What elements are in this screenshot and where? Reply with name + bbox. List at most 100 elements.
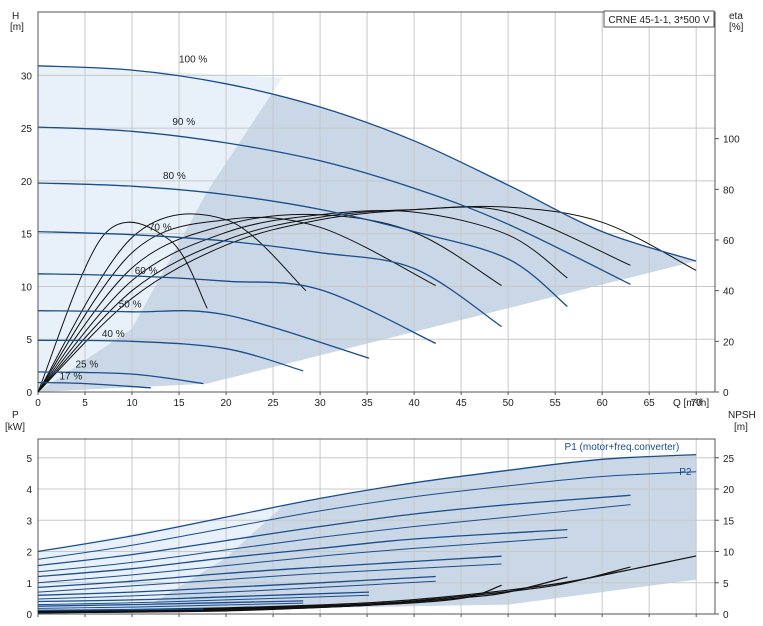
head-curve-25 (37, 371, 204, 385)
eta-curve-40 (37, 221, 208, 393)
x-tick-label: 5 (82, 398, 88, 409)
operating-area-light (38, 65, 283, 392)
y2-axis-unit: [%] (729, 22, 744, 33)
x-tick-label: 50 (503, 398, 515, 409)
head-curve-40 (37, 339, 304, 372)
head-curve-70 (37, 230, 502, 328)
eta-curve-50 (37, 213, 307, 393)
title-box (603, 10, 715, 28)
y-axis-label: P (12, 410, 19, 421)
y2-tick-label: 25 (723, 454, 735, 465)
p1-curve-25 (37, 608, 204, 611)
y-tick-label: 3 (26, 516, 32, 527)
y2-axis-label: NPSH (728, 410, 756, 421)
eta-curve-80 (37, 210, 568, 393)
p1-curve-60 (37, 575, 436, 596)
x-tick-label: 15 (173, 398, 185, 409)
y-tick-label: 5 (26, 454, 32, 465)
npsh-curve-50 (37, 604, 370, 614)
speed-label: 80 % (163, 171, 186, 182)
y2-tick-label: 5 (723, 579, 729, 590)
p1-curve-80 (37, 528, 568, 578)
y2-tick-label: 20 (723, 485, 735, 496)
y2-tick-label: 10 (723, 548, 735, 559)
speed-label: 25 % (75, 360, 98, 371)
y-tick-label: 1 (26, 579, 32, 590)
y-axis-unit: [kW] (5, 422, 25, 433)
p1-curve-50 (37, 591, 370, 603)
head-curve-90 (37, 126, 631, 285)
p1-curve-70 (37, 555, 502, 589)
y-tick-label: 15 (21, 230, 33, 241)
p2-curve-40 (37, 602, 304, 609)
y2-tick-label: 60 (723, 236, 735, 247)
x-tick-label: 60 (597, 398, 609, 409)
x-tick-label: 20 (220, 398, 232, 409)
plot-frame (37, 11, 716, 393)
speed-label: 70 % (149, 223, 172, 234)
p1-curve-90 (37, 494, 631, 567)
y2-tick-label: 40 (723, 287, 735, 298)
p1-curve-40 (37, 600, 304, 607)
eta-curve-90 (37, 206, 631, 393)
head-curve-80 (37, 182, 568, 308)
x-tick-label: 0 (35, 398, 41, 409)
y-tick-label: 25 (21, 124, 33, 135)
eta-curve-60 (37, 216, 436, 393)
eta-curve-100 (37, 205, 697, 393)
y-tick-label: 4 (26, 485, 32, 496)
x-tick-label: 35 (362, 398, 374, 409)
speed-label: 40 % (102, 329, 125, 340)
head-curve-100 (37, 65, 697, 262)
x-tick-label: 65 (644, 398, 656, 409)
y-tick-label: 10 (21, 282, 33, 293)
x-axis-label: Q [m³/h] (673, 398, 709, 409)
y2-tick-label: 80 (723, 185, 735, 196)
x-tick-label: 70 (691, 398, 703, 409)
head-efficiency-plot: 0 5 10 15 20 25 30 35 40 45 50 55 60 65 70 0 5 10 15 20 25 30… (10, 10, 744, 409)
y2-tick-label: 15 (723, 516, 735, 527)
y2-tick-label: 20 (723, 337, 735, 348)
speed-label: 100 % (179, 55, 207, 66)
y2-axis-unit: [m] (734, 422, 748, 433)
p2-curve-90 (37, 504, 631, 573)
y-tick-label: 2 (26, 548, 32, 559)
x-tick-label: 55 (550, 398, 562, 409)
series-label: P1 (motor+freq.converter) (565, 442, 680, 453)
head-curve-60 (37, 273, 436, 344)
y-axis-label: H (12, 11, 19, 22)
y-tick-label: 0 (26, 388, 32, 399)
x-tick-label: 45 (456, 398, 468, 409)
y-tick-label: 0 (26, 610, 32, 621)
p2-curve-100 (37, 471, 697, 560)
head-curve-50 (37, 310, 370, 359)
x-tick-label: 30 (315, 398, 327, 409)
speed-label: 60 % (135, 266, 158, 277)
x-tick-label: 10 (126, 398, 138, 409)
p1-curve-100 (37, 453, 697, 553)
x-tick-label: 25 (268, 398, 280, 409)
series-label: P2 (679, 467, 692, 478)
speed-label: 90 % (172, 117, 195, 128)
y2-axis-label: eta (729, 11, 743, 22)
y-tick-label: 30 (21, 71, 33, 82)
y-tick-label: 5 (26, 335, 32, 346)
y-tick-label: 20 (21, 177, 33, 188)
y-axis-unit: [m] (10, 22, 24, 33)
x-tick-label: 40 (409, 398, 421, 409)
power-npsh-plot: 0 1 2 3 4 5 0 5 10 15 20 25 P[kW] NPSH[m] P1 (motor+fr… (5, 410, 756, 621)
p2-curve-70 (37, 563, 502, 593)
head-curve-17 (37, 381, 151, 389)
y2-tick-label: 0 (723, 610, 729, 621)
plot-frame (37, 438, 716, 615)
y2-tick-label: 0 (723, 388, 729, 399)
p2-curve-50 (37, 594, 370, 606)
speed-label: 17 % (60, 371, 83, 382)
chart-title: CRNE 45-1-1, 3*500 V (608, 15, 709, 26)
speed-label: 50 % (119, 300, 142, 311)
p2-curve-80 (37, 536, 568, 584)
y2-tick-label: 100 (723, 135, 740, 146)
p2-curve-60 (37, 580, 436, 600)
